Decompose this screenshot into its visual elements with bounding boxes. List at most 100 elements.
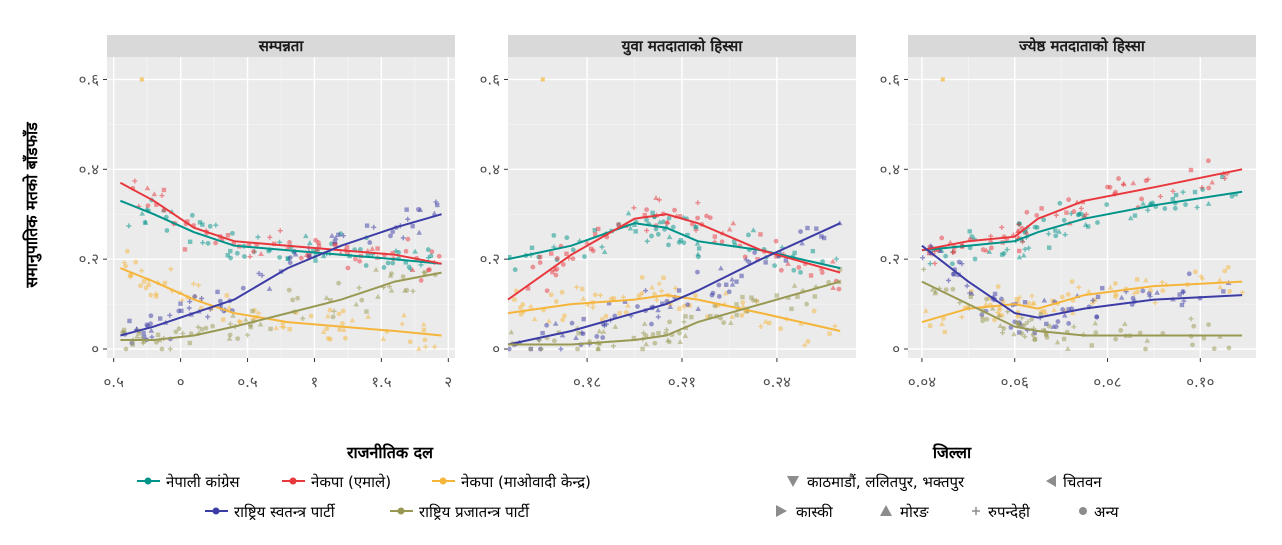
data-point <box>387 272 394 278</box>
data-point <box>592 232 598 237</box>
data-point <box>644 207 649 213</box>
data-point <box>791 267 797 273</box>
data-point <box>189 212 195 218</box>
data-point <box>943 287 949 293</box>
series-line <box>120 271 442 341</box>
facet-strip <box>107 35 455 57</box>
data-point <box>997 322 1004 328</box>
data-point <box>1059 294 1065 300</box>
data-point <box>187 340 193 346</box>
data-point <box>612 323 619 329</box>
data-point <box>792 250 797 256</box>
data-point <box>946 277 952 283</box>
party-legend-dot-nc <box>144 477 152 485</box>
data-point <box>802 342 808 348</box>
data-point <box>179 308 184 314</box>
data-point <box>1025 319 1031 325</box>
data-point <box>833 256 839 262</box>
data-point <box>739 273 744 279</box>
data-point <box>325 313 331 319</box>
data-point <box>672 207 677 213</box>
data-point <box>187 299 193 305</box>
data-point <box>631 222 638 228</box>
data-point <box>1030 332 1036 338</box>
district-legend-label-ktm: काठमाडौं, ललितपुर, भक्तपुर <box>807 473 965 492</box>
party-legend-dot-uml <box>289 477 297 485</box>
data-point <box>1121 181 1127 187</box>
data-point <box>153 339 159 345</box>
data-point <box>920 255 926 261</box>
data-point <box>1019 315 1025 321</box>
data-point <box>767 320 772 326</box>
x-tick-label: ० <box>177 373 185 391</box>
data-point <box>405 216 411 222</box>
data-point <box>164 228 170 233</box>
data-point <box>144 322 150 328</box>
y-tick-label: ०.२ <box>480 250 500 268</box>
data-point <box>320 328 327 334</box>
data-point <box>153 291 159 297</box>
triangle-right-icon <box>776 505 787 517</box>
data-point <box>1069 279 1075 284</box>
data-point <box>729 314 735 320</box>
x-tick-label: २ <box>444 373 452 391</box>
data-point <box>224 293 230 298</box>
data-point <box>1020 239 1026 245</box>
data-point <box>740 294 745 300</box>
data-point <box>649 233 654 239</box>
data-point <box>195 282 201 288</box>
data-point <box>750 227 757 233</box>
data-point <box>205 240 211 246</box>
data-point <box>418 262 424 268</box>
data-point <box>995 309 1001 315</box>
data-point <box>730 220 737 226</box>
data-point <box>1032 224 1038 230</box>
data-point <box>819 270 825 275</box>
data-point <box>1222 268 1228 274</box>
data-point <box>180 331 186 337</box>
data-point <box>1070 310 1076 316</box>
data-point <box>1041 297 1048 303</box>
data-point <box>1140 288 1146 294</box>
district-legend-label-kaski: कास्की <box>796 503 834 521</box>
data-point <box>592 227 597 233</box>
data-point <box>308 313 314 319</box>
data-point <box>142 219 148 225</box>
data-point <box>927 323 933 328</box>
data-point <box>723 290 729 296</box>
data-point <box>942 329 948 335</box>
data-point <box>774 254 779 259</box>
data-point <box>602 323 608 329</box>
data-point <box>340 308 346 314</box>
data-point <box>940 77 945 82</box>
data-point <box>631 335 637 341</box>
data-point <box>327 336 333 342</box>
data-point <box>661 219 666 225</box>
data-point <box>1038 311 1044 317</box>
data-point <box>716 282 722 288</box>
data-point <box>1239 290 1245 296</box>
data-point <box>277 228 283 234</box>
party-legend-title: राजनीतिक दल <box>346 443 434 462</box>
data-point <box>512 267 518 273</box>
series-line <box>120 267 442 337</box>
data-point <box>277 255 283 260</box>
data-point <box>141 330 146 336</box>
data-point <box>695 215 700 221</box>
data-point <box>416 345 422 351</box>
data-point <box>1066 197 1072 203</box>
data-point <box>820 259 825 264</box>
data-point <box>600 335 606 340</box>
data-point <box>1172 205 1178 211</box>
data-point <box>142 334 147 340</box>
data-point <box>582 254 587 260</box>
data-point <box>649 284 655 290</box>
data-point <box>1039 206 1044 211</box>
data-point <box>696 254 701 260</box>
data-point <box>1071 324 1077 330</box>
x-tick-label: ०.१८ <box>573 373 601 391</box>
data-point <box>364 309 369 314</box>
facet-strip <box>508 35 856 57</box>
data-point <box>580 331 586 337</box>
data-point <box>407 339 413 345</box>
